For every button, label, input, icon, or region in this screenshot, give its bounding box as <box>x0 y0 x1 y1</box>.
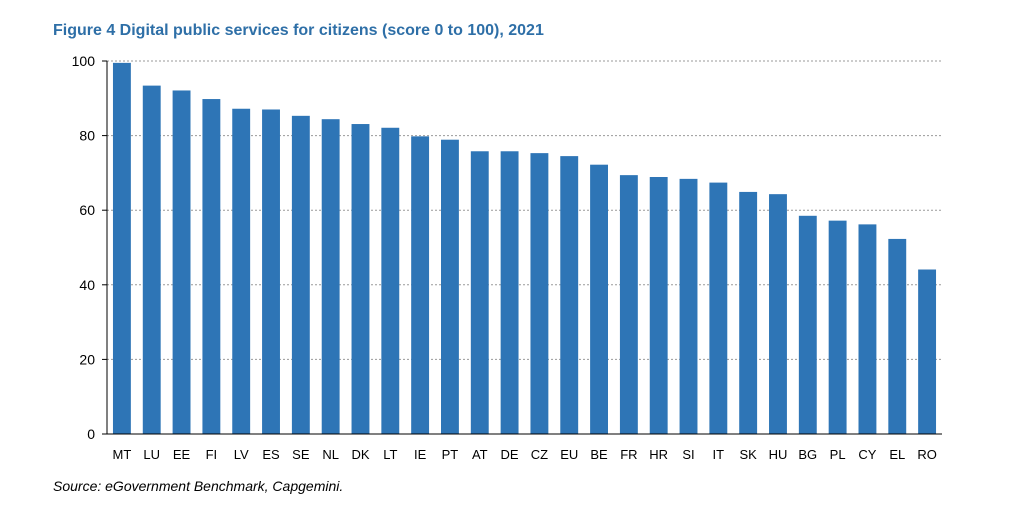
x-tick-label: CY <box>858 447 876 462</box>
bar-pt <box>441 139 459 434</box>
bar-be <box>590 164 608 434</box>
bar-lt <box>381 127 400 434</box>
y-tick-label: 100 <box>72 53 96 69</box>
bar-nl <box>321 119 340 435</box>
x-tick-labels: MT LU EE FI LV ES SE NL DK LT IE PT AT DE CZ EU BE FR HR SI… <box>113 447 937 462</box>
x-tick-label: LT <box>383 447 397 462</box>
bars <box>112 62 937 435</box>
x-tick-label: PT <box>442 447 459 462</box>
x-tick-label: NL <box>322 447 339 462</box>
bar-lu <box>142 85 161 435</box>
x-tick-label: SE <box>292 447 310 462</box>
chart-title: Figure 4 Digital public services for cit… <box>53 22 544 39</box>
x-tick-label: IE <box>414 447 427 462</box>
bar-fi <box>202 99 221 435</box>
y-tick-label: 20 <box>79 351 95 367</box>
x-tick-label: FR <box>620 447 637 462</box>
x-tick-label: CZ <box>531 447 548 462</box>
bar-es <box>262 109 280 435</box>
x-tick-label: DK <box>351 447 369 462</box>
y-tick-label: 40 <box>79 277 95 293</box>
bar-lv <box>232 108 251 434</box>
x-tick-label: MT <box>113 447 132 462</box>
y-tick-label: 60 <box>79 202 95 218</box>
bar-cy <box>858 224 877 434</box>
x-tick-label: IT <box>713 447 725 462</box>
bar-dk <box>351 124 370 435</box>
x-tick-label: AT <box>472 447 488 462</box>
x-tick-label: PL <box>830 447 846 462</box>
x-tick-label: EL <box>889 447 905 462</box>
bar-sk <box>739 191 758 434</box>
x-tick-label: BE <box>590 447 608 462</box>
x-tick-label: DE <box>501 447 519 462</box>
bar-eu <box>560 156 579 435</box>
bar-el <box>888 238 907 434</box>
x-tick-label: LV <box>234 447 249 462</box>
bar-cz <box>530 153 549 435</box>
bar-ee <box>172 90 191 434</box>
axes <box>106 61 942 435</box>
y-tick-labels: 0 20 40 60 80 100 <box>72 53 96 442</box>
chart-source-note: Source: eGovernment Benchmark, Capgemini… <box>53 478 344 494</box>
bar-se <box>291 115 310 435</box>
bar-ie <box>411 136 430 434</box>
x-tick-label: HU <box>769 447 788 462</box>
x-tick-label: EE <box>173 447 191 462</box>
gridlines <box>102 60 942 435</box>
y-tick-label: 80 <box>79 128 95 144</box>
bar-bg <box>798 215 817 434</box>
x-tick-label: RO <box>917 447 937 462</box>
bar-fr <box>619 175 638 434</box>
bar-hr <box>649 177 668 435</box>
bar-at <box>470 151 489 435</box>
x-tick-label: ES <box>262 447 280 462</box>
bar-si <box>679 178 698 434</box>
x-tick-label: SI <box>682 447 694 462</box>
x-tick-label: BG <box>798 447 817 462</box>
x-tick-label: SK <box>739 447 757 462</box>
bar-mt <box>112 62 131 435</box>
x-tick-label: FI <box>206 447 218 462</box>
bar-de <box>500 151 519 435</box>
bar-pl <box>828 220 847 434</box>
y-tick-label: 0 <box>87 426 95 442</box>
x-tick-label: LU <box>143 447 160 462</box>
x-tick-label: EU <box>560 447 578 462</box>
bar-it <box>709 182 728 434</box>
bar-hu <box>769 194 787 434</box>
x-tick-label: HR <box>649 447 668 462</box>
bar-ro <box>918 269 937 434</box>
